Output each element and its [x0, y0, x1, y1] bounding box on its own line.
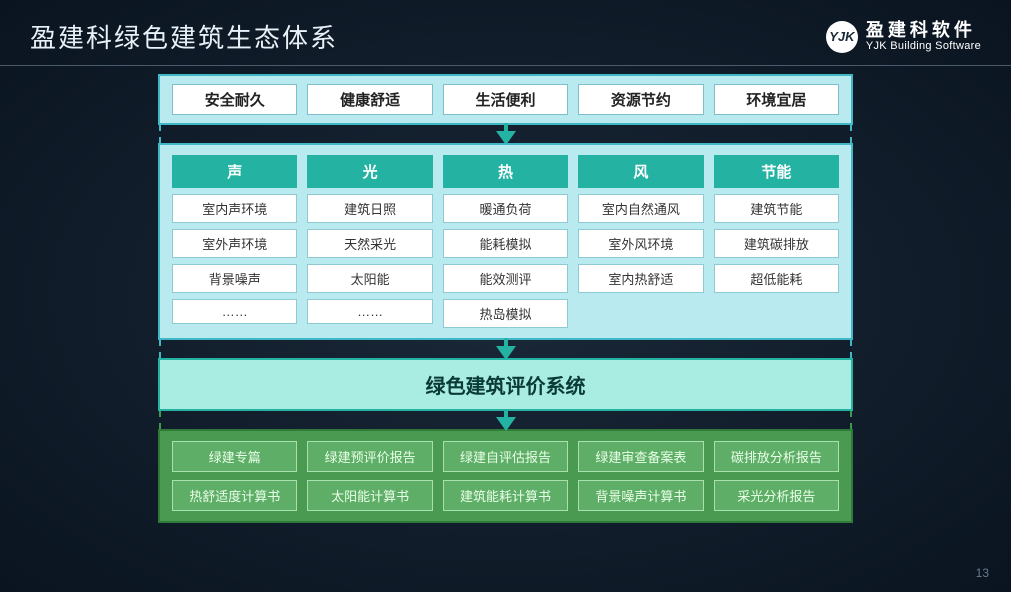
logo-text: 盈建科软件 YJK Building Software	[866, 21, 981, 53]
domain-item: 室外风环境	[578, 229, 703, 258]
domain-item: 建筑节能	[714, 194, 839, 223]
domain-item: 暖通负荷	[443, 194, 568, 223]
reports-grid: 绿建专篇绿建预评价报告绿建自评估报告绿建审查备案表碳排放分析报告热舒适度计算书太…	[172, 441, 839, 511]
arrow-down-icon	[496, 417, 516, 431]
connector-1	[159, 125, 852, 143]
domain-item: 室外声环境	[172, 229, 297, 258]
domain-item: 太阳能	[307, 264, 432, 293]
principle-item: 环境宜居	[714, 84, 839, 115]
principle-item: 安全耐久	[172, 84, 297, 115]
domain-item: 室内声环境	[172, 194, 297, 223]
domain-item: 建筑日照	[307, 194, 432, 223]
domain-header: 节能	[714, 155, 839, 188]
domain-column: 声室内声环境室外声环境背景噪声 ……	[172, 155, 297, 328]
principles-row: 安全耐久健康舒适生活便利资源节约环境宜居	[172, 84, 839, 115]
report-item: 绿建专篇	[172, 441, 297, 472]
domain-column: 热暖通负荷能耗模拟能效测评热岛模拟	[443, 155, 568, 328]
domain-column: 光建筑日照天然采光太阳能 ……	[307, 155, 432, 328]
domain-item: 建筑碳排放	[714, 229, 839, 258]
domain-item: ……	[307, 299, 432, 324]
domains-columns: 声室内声环境室外声环境背景噪声 …… 光建筑日照天然采光太阳能 …… 热暖通负荷能耗模拟…	[172, 155, 839, 328]
arrow-down-icon	[496, 346, 516, 360]
domain-item: 室内自然通风	[578, 194, 703, 223]
principle-item: 资源节约	[578, 84, 703, 115]
report-item: 绿建预评价报告	[307, 441, 432, 472]
diagram: 安全耐久健康舒适生活便利资源节约环境宜居 声室内声环境室外声环境背景噪声……光建…	[158, 74, 853, 523]
domain-header: 声	[172, 155, 297, 188]
logo-cn: 盈建科软件	[866, 21, 981, 41]
logo-badge-icon: YJK	[826, 21, 858, 53]
domain-column: 风室内自然通风室外风环境室内热舒适	[578, 155, 703, 328]
principle-item: 健康舒适	[307, 84, 432, 115]
reports-row: 热舒适度计算书太阳能计算书建筑能耗计算书背景噪声计算书采光分析报告	[172, 480, 839, 511]
connector-2	[159, 340, 852, 358]
report-item: 碳排放分析报告	[714, 441, 839, 472]
domain-item: 能耗模拟	[443, 229, 568, 258]
domains-panel: 声室内声环境室外声环境背景噪声 …… 光建筑日照天然采光太阳能 …… 热暖通负荷能耗模拟…	[158, 143, 853, 340]
domain-header: 热	[443, 155, 568, 188]
report-item: 建筑能耗计算书	[443, 480, 568, 511]
domain-header: 风	[578, 155, 703, 188]
domain-item: 天然采光	[307, 229, 432, 258]
page-number: 13	[976, 566, 989, 580]
logo-en: YJK Building Software	[866, 40, 981, 52]
domain-item: 超低能耗	[714, 264, 839, 293]
domain-column: 节能建筑节能建筑碳排放超低能耗	[714, 155, 839, 328]
domain-item: ……	[172, 299, 297, 324]
report-item: 热舒适度计算书	[172, 480, 297, 511]
domain-item: 室内热舒适	[578, 264, 703, 293]
principles-panel: 安全耐久健康舒适生活便利资源节约环境宜居	[158, 74, 853, 125]
evaluation-panel: 绿色建筑评价系统	[158, 358, 853, 411]
domain-item: 能效测评	[443, 264, 568, 293]
slide-header: 盈建科绿色建筑生态体系 YJK 盈建科软件 YJK Building Softw…	[0, 0, 1011, 66]
slide-title: 盈建科绿色建筑生态体系	[30, 18, 338, 55]
report-item: 采光分析报告	[714, 480, 839, 511]
report-item: 太阳能计算书	[307, 480, 432, 511]
evaluation-label: 绿色建筑评价系统	[426, 376, 586, 398]
domain-item: 背景噪声	[172, 264, 297, 293]
reports-panel: 绿建专篇绿建预评价报告绿建自评估报告绿建审查备案表碳排放分析报告热舒适度计算书太…	[158, 429, 853, 523]
logo: YJK 盈建科软件 YJK Building Software	[826, 21, 981, 53]
report-item: 绿建自评估报告	[443, 441, 568, 472]
principle-item: 生活便利	[443, 84, 568, 115]
connector-3	[159, 411, 852, 429]
domain-item: 热岛模拟	[443, 299, 568, 328]
reports-row: 绿建专篇绿建预评价报告绿建自评估报告绿建审查备案表碳排放分析报告	[172, 441, 839, 472]
report-item: 背景噪声计算书	[578, 480, 703, 511]
domain-header: 光	[307, 155, 432, 188]
report-item: 绿建审查备案表	[578, 441, 703, 472]
